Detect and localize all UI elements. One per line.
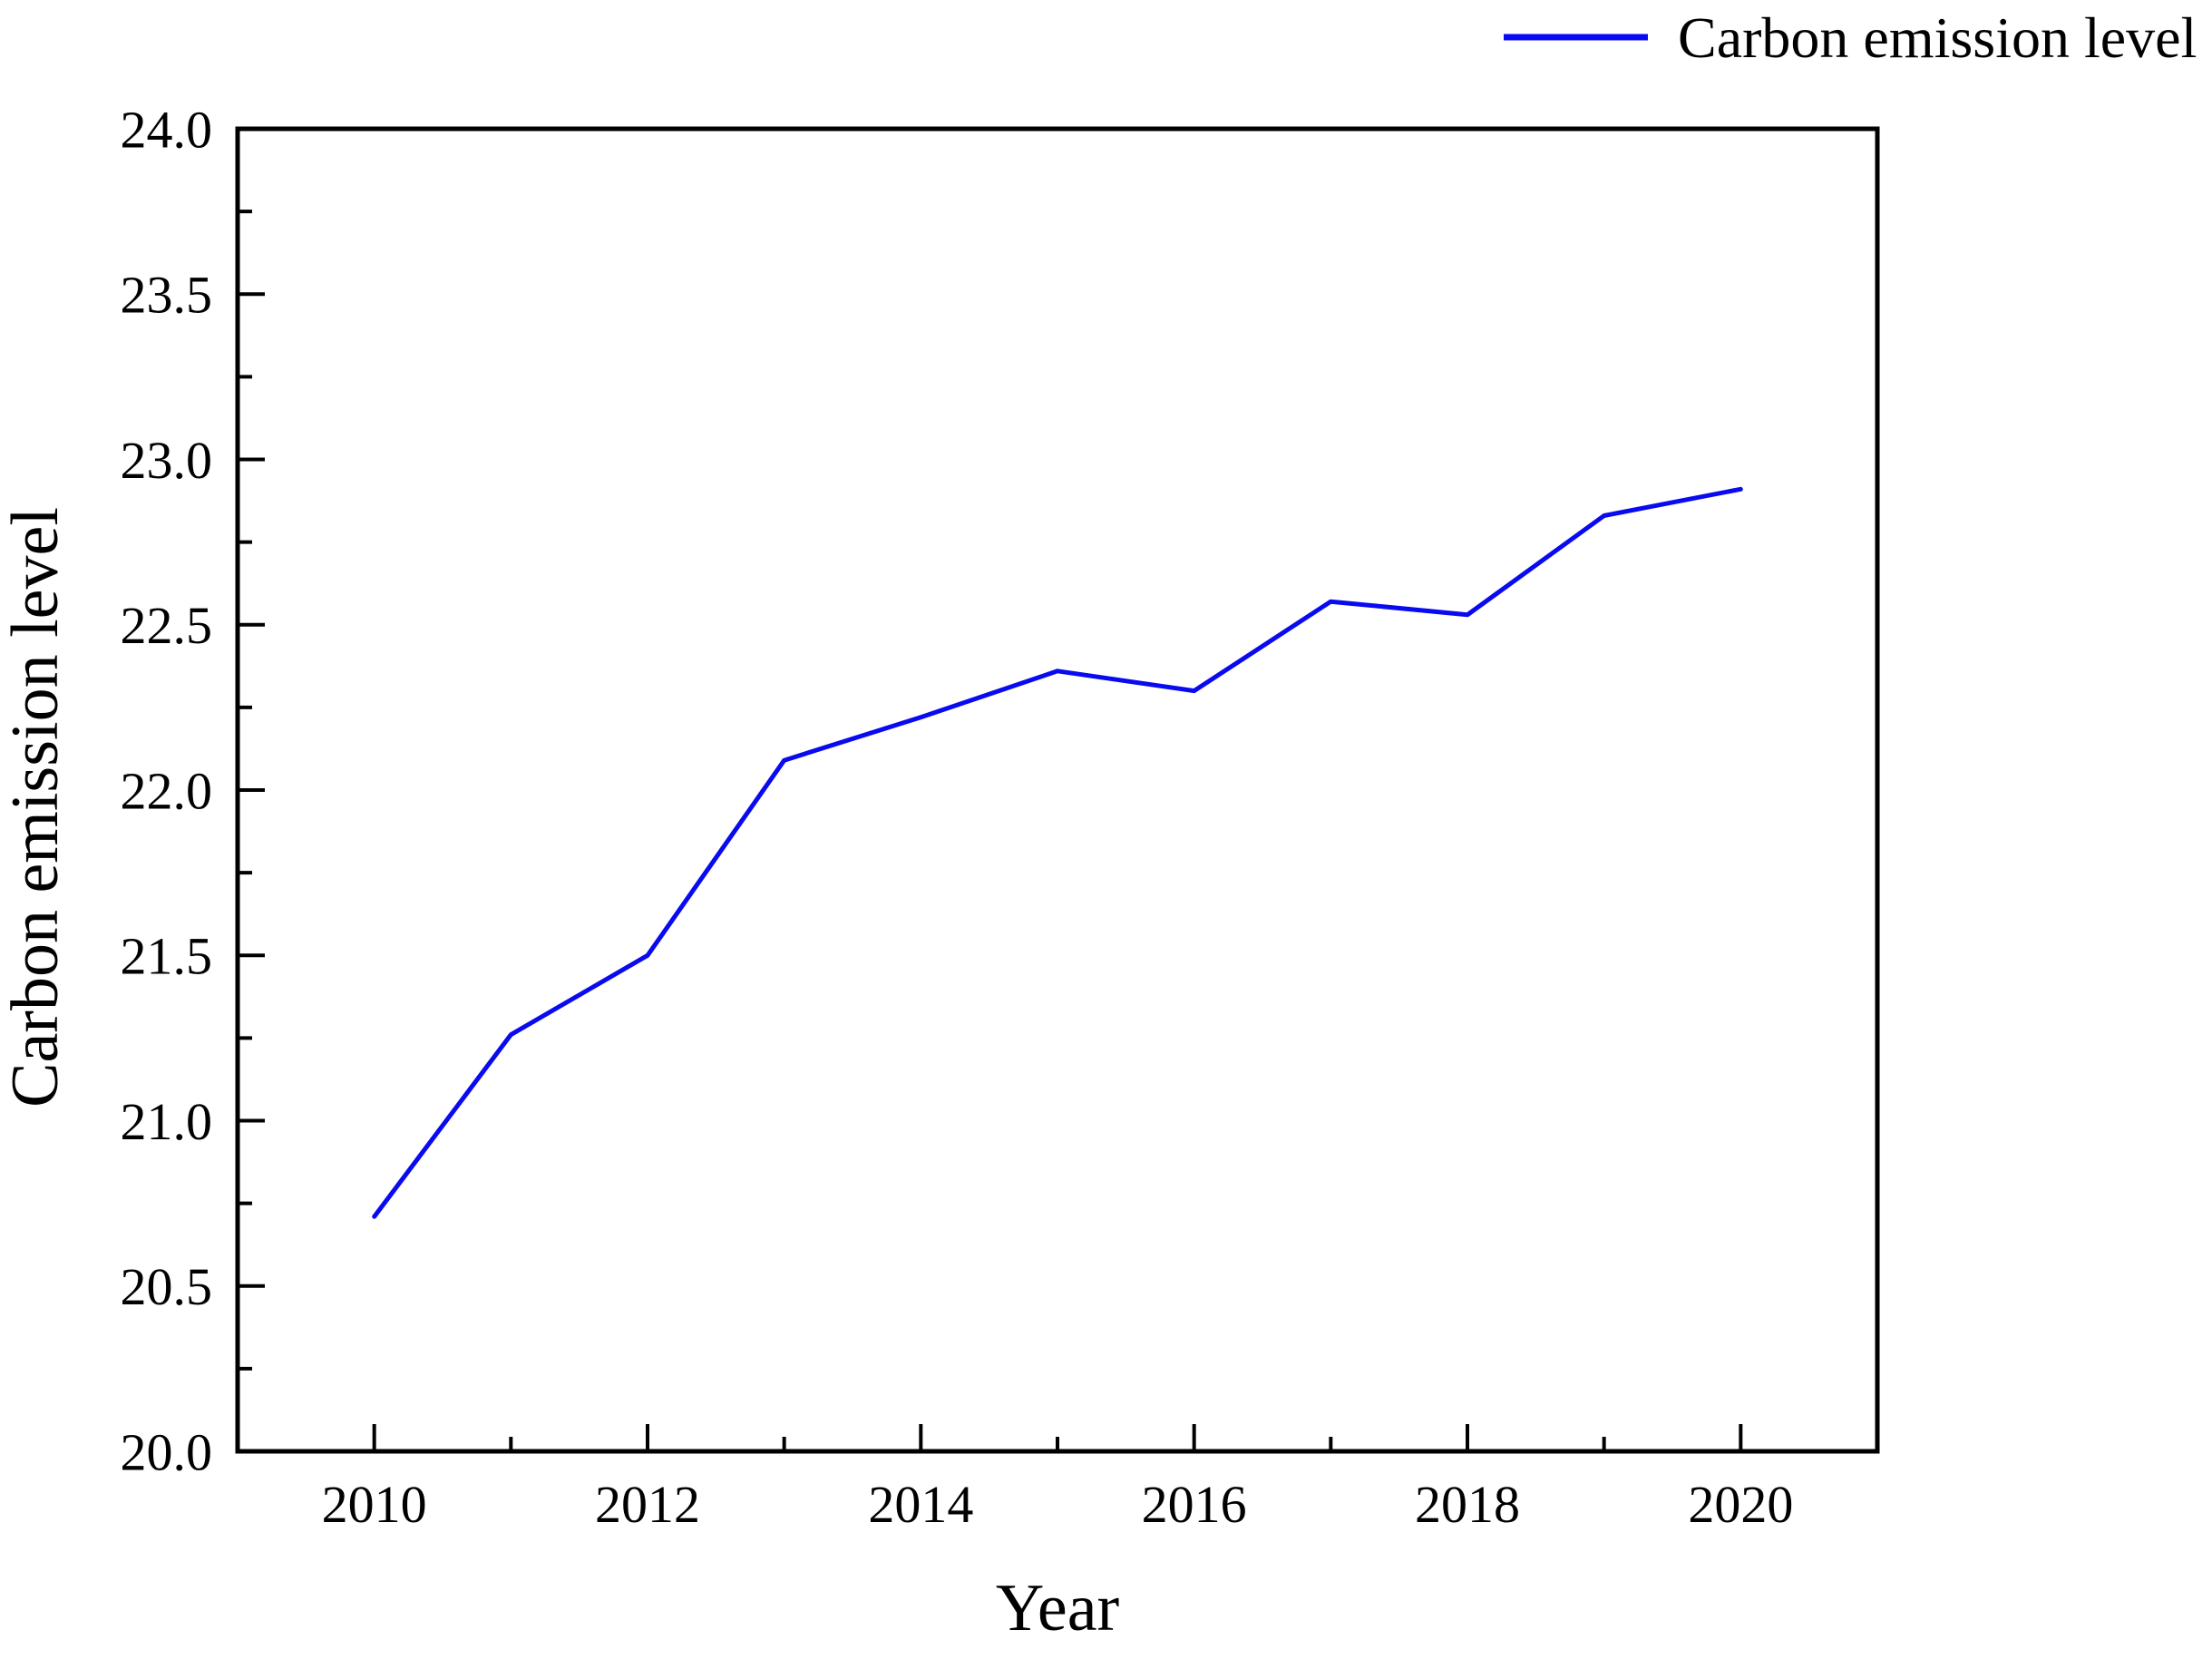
y-tick-label: 20.5 bbox=[121, 1257, 213, 1316]
y-axis-ticks bbox=[238, 127, 265, 1453]
series-line-carbon-emission-level bbox=[372, 486, 1743, 1219]
y-axis-tick-labels: 20.0 20.5 21.0 21.5 22.0 22.5 23.0 23.5 24.0 bbox=[121, 100, 213, 1481]
x-tick-label: 2010 bbox=[322, 1475, 427, 1534]
x-axis-tick-labels: 2010 2012 2014 2016 2018 2020 bbox=[322, 1475, 1794, 1534]
y-axis-title: Carbon emission level bbox=[0, 507, 73, 1108]
y-tick-label: 22.0 bbox=[121, 761, 213, 820]
x-axis-title: Year bbox=[996, 1571, 1119, 1645]
legend: Carbon emission level bbox=[1504, 5, 2197, 70]
x-tick-label: 2018 bbox=[1415, 1475, 1520, 1534]
x-tick-label: 2014 bbox=[868, 1475, 973, 1534]
y-tick-label: 22.5 bbox=[121, 596, 213, 655]
y-tick-label: 20.0 bbox=[121, 1422, 213, 1481]
x-axis-ticks bbox=[372, 1424, 1743, 1451]
y-tick-label: 24.0 bbox=[121, 100, 213, 159]
x-tick-label: 2016 bbox=[1142, 1475, 1247, 1534]
y-tick-label: 23.5 bbox=[121, 266, 213, 325]
x-tick-label: 2020 bbox=[1688, 1475, 1793, 1534]
x-tick-label: 2012 bbox=[595, 1475, 700, 1534]
plot-border bbox=[235, 126, 1880, 1454]
y-tick-label: 23.0 bbox=[121, 431, 213, 490]
y-tick-label: 21.5 bbox=[121, 927, 213, 986]
legend-label: Carbon emission level bbox=[1678, 5, 2197, 70]
y-tick-label: 21.0 bbox=[121, 1092, 213, 1151]
